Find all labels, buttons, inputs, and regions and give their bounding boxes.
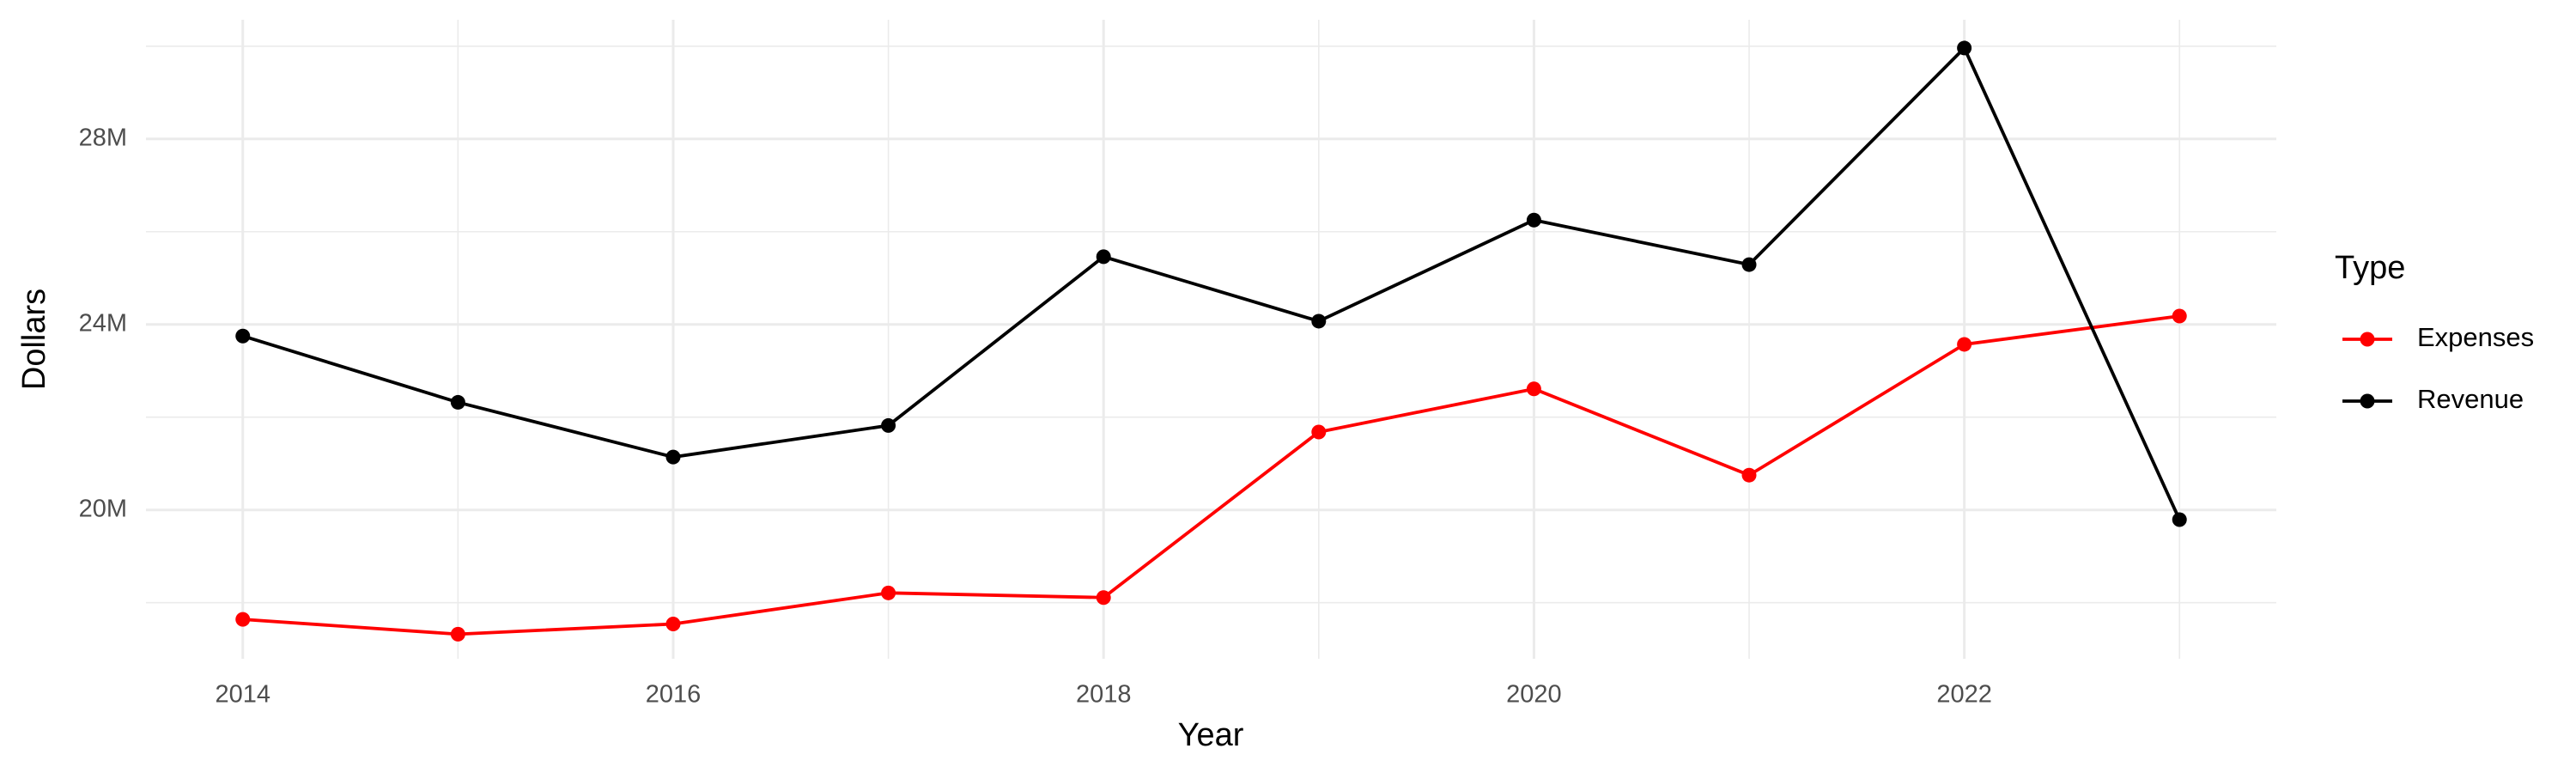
data-point (450, 394, 465, 410)
y-tick-label: 20M (79, 495, 127, 522)
legend-label: Expenses (2417, 322, 2534, 352)
data-point (1311, 424, 1327, 440)
data-point (1096, 249, 1111, 265)
grid (146, 20, 2276, 659)
data-point (1311, 313, 1327, 329)
data-point (1957, 40, 1972, 56)
x-tick-label: 2022 (1936, 681, 1992, 709)
data-point (665, 617, 681, 632)
y-axis-title: Dollars (16, 289, 52, 390)
legend-key-point (2360, 393, 2375, 409)
legend-label: Revenue (2417, 384, 2524, 414)
data-point (1741, 257, 1757, 272)
data-point (881, 417, 896, 433)
data-point (1957, 337, 1972, 352)
y-tick-label: 24M (79, 309, 127, 337)
data-point (881, 585, 896, 600)
data-point (235, 328, 251, 344)
data-point (2172, 512, 2187, 527)
data-point (450, 626, 465, 642)
x-tick-label: 2014 (216, 681, 271, 709)
data-point (235, 612, 251, 627)
data-point (1096, 590, 1111, 606)
x-tick-label: 2020 (1506, 681, 1562, 709)
data-point (1526, 381, 1541, 397)
y-tick-label: 28M (79, 124, 127, 151)
data-point (2172, 308, 2187, 324)
x-tick-label: 2018 (1076, 681, 1132, 709)
series-line (242, 314, 2180, 636)
legend-title: Type (2335, 250, 2405, 286)
data-point (1741, 467, 1757, 483)
series-line (242, 45, 2181, 520)
data-point (665, 449, 681, 465)
x-axis-title: Year (1178, 717, 1244, 753)
x-tick-label: 2016 (646, 681, 702, 709)
data-point (1526, 212, 1541, 228)
legend-key-point (2360, 332, 2375, 347)
